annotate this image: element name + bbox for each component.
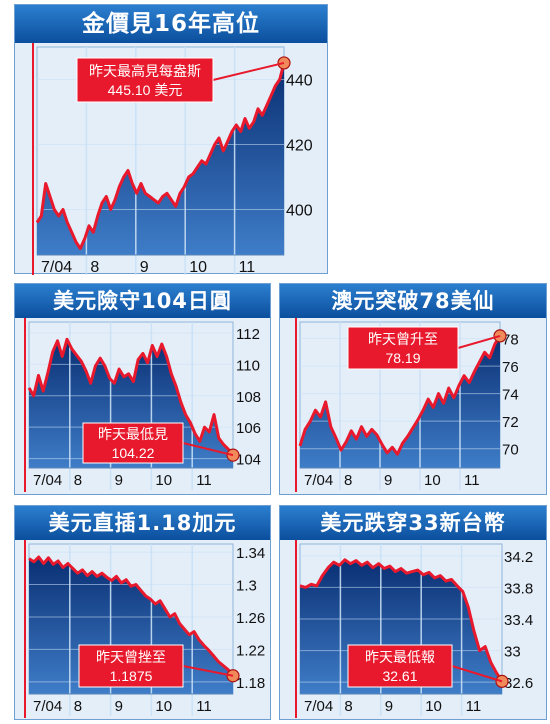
latest-value-marker bbox=[493, 329, 507, 343]
callout-line-1: 昨天最低見 bbox=[98, 426, 168, 442]
x-tick-label: 8 bbox=[90, 259, 99, 275]
y-tick-label: 104 bbox=[236, 452, 261, 469]
series-line bbox=[298, 335, 502, 456]
x-tick-label: 9 bbox=[115, 698, 123, 715]
y-tick-label: 400 bbox=[286, 203, 313, 220]
y-tick-label: 440 bbox=[286, 73, 313, 90]
y-tick-label: 33.8 bbox=[504, 580, 533, 597]
callout-line-1: 昨天最低報 bbox=[365, 649, 435, 665]
series-line bbox=[35, 62, 286, 250]
y-tick-label: 1.22 bbox=[236, 642, 265, 659]
callout-leader bbox=[457, 334, 501, 349]
usd-twd-panel: 美元跌穿33新台幣 7/04 8 9 10 11 32.6 33 33.4 33.8 34.2 昨天… bbox=[279, 505, 547, 720]
panel-title: 澳元突破78美仙 bbox=[280, 284, 546, 318]
callout-box bbox=[78, 644, 184, 688]
x-tick-label: 11 bbox=[466, 698, 482, 715]
y-tick-label: 72 bbox=[502, 414, 519, 431]
x-tick-label: 7/04 bbox=[33, 472, 62, 489]
y-tick-label: 32.6 bbox=[504, 675, 533, 692]
y-tick-label: 1.18 bbox=[236, 675, 265, 692]
callout-line-1: 昨天最高見每盎斯 bbox=[89, 63, 201, 79]
callout-leader bbox=[212, 61, 285, 81]
x-tick-label: 8 bbox=[74, 698, 82, 715]
panel-title: 美元跌穿33新台幣 bbox=[280, 506, 546, 540]
area-fill bbox=[37, 62, 284, 256]
panel-title: 美元險守104日圓 bbox=[15, 284, 270, 318]
x-tick-label: 10 bbox=[425, 698, 442, 715]
callout-line-2: 1.1875 bbox=[110, 668, 153, 684]
x-tick-label: 10 bbox=[424, 472, 441, 489]
x-tick-label: 9 bbox=[384, 472, 392, 489]
panel-title: 美元直插1.18加元 bbox=[15, 506, 270, 540]
callout-box bbox=[347, 326, 459, 370]
x-tick-label: 8 bbox=[344, 472, 352, 489]
callout-line-1: 昨天曾升至 bbox=[368, 331, 438, 347]
usd-twd-chart: 7/04 8 9 10 11 32.6 33 33.4 33.8 34.2 昨天最低報 32.61 bbox=[295, 540, 533, 718]
y-tick-label: 108 bbox=[236, 389, 261, 406]
callout-leader bbox=[182, 442, 234, 457]
callout-leader bbox=[182, 665, 234, 677]
y-tick-label: 420 bbox=[286, 138, 313, 155]
x-tick-label: 11 bbox=[196, 698, 212, 715]
x-tick-label: 10 bbox=[155, 472, 172, 489]
x-tick-label: 9 bbox=[115, 472, 123, 489]
y-tick-label: 74 bbox=[502, 387, 519, 404]
y-tick-label: 110 bbox=[236, 357, 260, 374]
callout-line-1: 昨天曾挫至 bbox=[96, 649, 166, 665]
aud-usd-panel: 澳元突破78美仙 7/04 8 9 10 11 70 72 74 76 78 昨天曾升至 78.19 bbox=[279, 283, 547, 495]
series-line bbox=[27, 337, 235, 457]
gold-price-chart: 7/04 8 9 10 11 400 420 440 昨天最高見每盎斯 445.10 美元 bbox=[32, 43, 313, 275]
x-tick-label: 11 bbox=[196, 472, 212, 489]
usd-jpy-panel: 美元險守104日圓 7/04 8 9 10 11 104 106 108 110 112 昨天最低見… bbox=[14, 283, 271, 495]
y-tick-label: 1.3 bbox=[236, 578, 257, 595]
x-tick-label: 11 bbox=[239, 259, 256, 275]
callout-line-2: 78.19 bbox=[385, 350, 420, 366]
callout-line-2: 32.61 bbox=[382, 668, 417, 684]
latest-value-marker bbox=[226, 448, 240, 462]
x-tick-label: 11 bbox=[464, 472, 480, 489]
y-tick-label: 112 bbox=[236, 326, 260, 343]
y-tick-label: 34.2 bbox=[504, 549, 533, 566]
usd-cad-chart: 7/04 8 9 10 11 1.18 1.22 1.26 1.3 1.34 昨天曾挫至 1.1875 bbox=[24, 540, 265, 718]
callout-box bbox=[347, 644, 453, 688]
y-tick-label: 1.26 bbox=[236, 610, 265, 627]
callout-leader bbox=[451, 665, 503, 683]
y-tick-label: 70 bbox=[502, 442, 519, 459]
y-tick-label: 1.34 bbox=[236, 545, 265, 562]
panel-title: 金價見16年高位 bbox=[15, 5, 327, 43]
x-tick-label: 9 bbox=[385, 698, 393, 715]
y-tick-label: 33.4 bbox=[504, 612, 533, 629]
callout-line-2: 104.22 bbox=[112, 445, 155, 461]
gold-price-panel: 金價見16年高位 7/04 8 9 10 11 400 420 440 昨天最高見每盎斯 445.… bbox=[14, 4, 328, 275]
callout-line-2: 445.10 美元 bbox=[108, 82, 183, 98]
x-tick-label: 7/04 bbox=[304, 698, 333, 715]
y-tick-label: 106 bbox=[236, 420, 261, 437]
x-tick-label: 7/04 bbox=[304, 472, 333, 489]
x-tick-label: 9 bbox=[140, 259, 149, 275]
latest-value-marker bbox=[226, 669, 240, 683]
y-tick-label: 33 bbox=[504, 644, 521, 661]
x-tick-label: 7/04 bbox=[33, 698, 62, 715]
series-line bbox=[299, 558, 504, 683]
callout-box bbox=[82, 422, 184, 464]
usd-jpy-chart: 7/04 8 9 10 11 104 106 108 110 112 昨天最低見 104.22 bbox=[24, 318, 261, 492]
x-tick-label: 7/04 bbox=[41, 259, 72, 275]
y-tick-label: 76 bbox=[502, 359, 519, 376]
x-tick-label: 8 bbox=[74, 472, 82, 489]
x-tick-label: 10 bbox=[189, 259, 207, 275]
usd-cad-panel: 美元直插1.18加元 7/04 8 9 10 11 1.18 1.22 1.26 1.3 1.34… bbox=[14, 505, 271, 720]
callout-box bbox=[76, 57, 214, 103]
series-line bbox=[28, 555, 235, 677]
x-tick-label: 10 bbox=[155, 698, 172, 715]
x-tick-label: 8 bbox=[344, 698, 352, 715]
